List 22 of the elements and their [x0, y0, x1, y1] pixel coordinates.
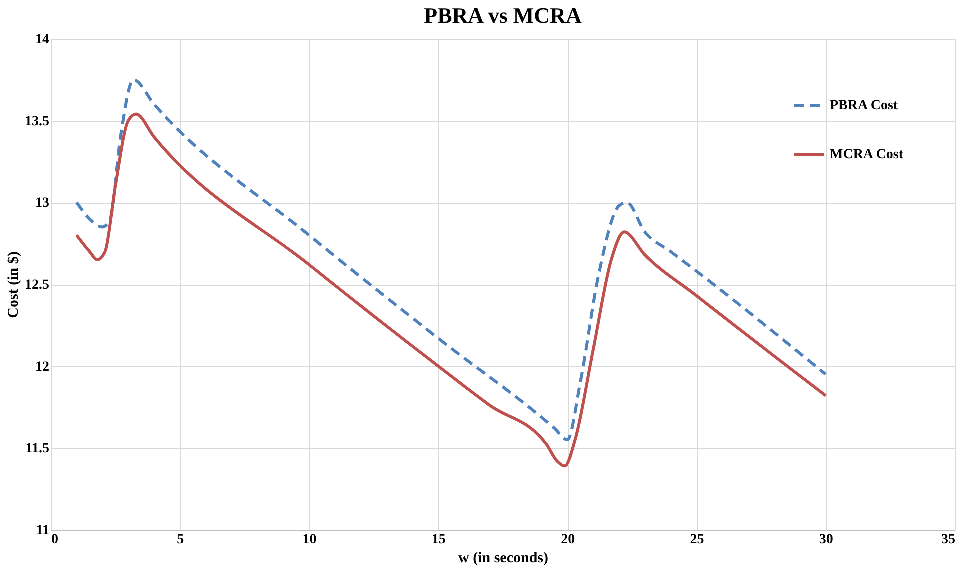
legend-label: MCRA Cost [830, 148, 904, 162]
y-tick-label: 13.5 [25, 114, 50, 130]
line-series [75, 78, 828, 442]
y-tick-label: 11.5 [26, 442, 50, 457]
y-axis-title: Cost (in $) [6, 252, 22, 318]
x-axis-title: w (in seconds) [458, 550, 549, 566]
y-tick-label: 11 [36, 524, 50, 538]
chart-title: PBRA vs MCRA [424, 3, 582, 28]
legend-label: PBRA Cost [830, 98, 898, 114]
x-tick-label: 25 [690, 532, 704, 548]
line-series [75, 112, 828, 468]
x-tick-label: 0 [52, 532, 58, 548]
x-tick-label: 5 [177, 532, 184, 548]
y-tick-label: 12 [36, 360, 50, 375]
y-tick-label: 14 [36, 32, 50, 48]
x-tick-label: 15 [432, 532, 446, 548]
x-tick-label: 35 [942, 532, 956, 548]
y-tick-label: 12.5 [25, 278, 50, 293]
x-tick-label: 10 [302, 532, 317, 548]
y-tick-label: 13 [36, 196, 50, 212]
x-tick-label: 30 [819, 532, 834, 548]
x-tick-label: 20 [561, 532, 576, 548]
